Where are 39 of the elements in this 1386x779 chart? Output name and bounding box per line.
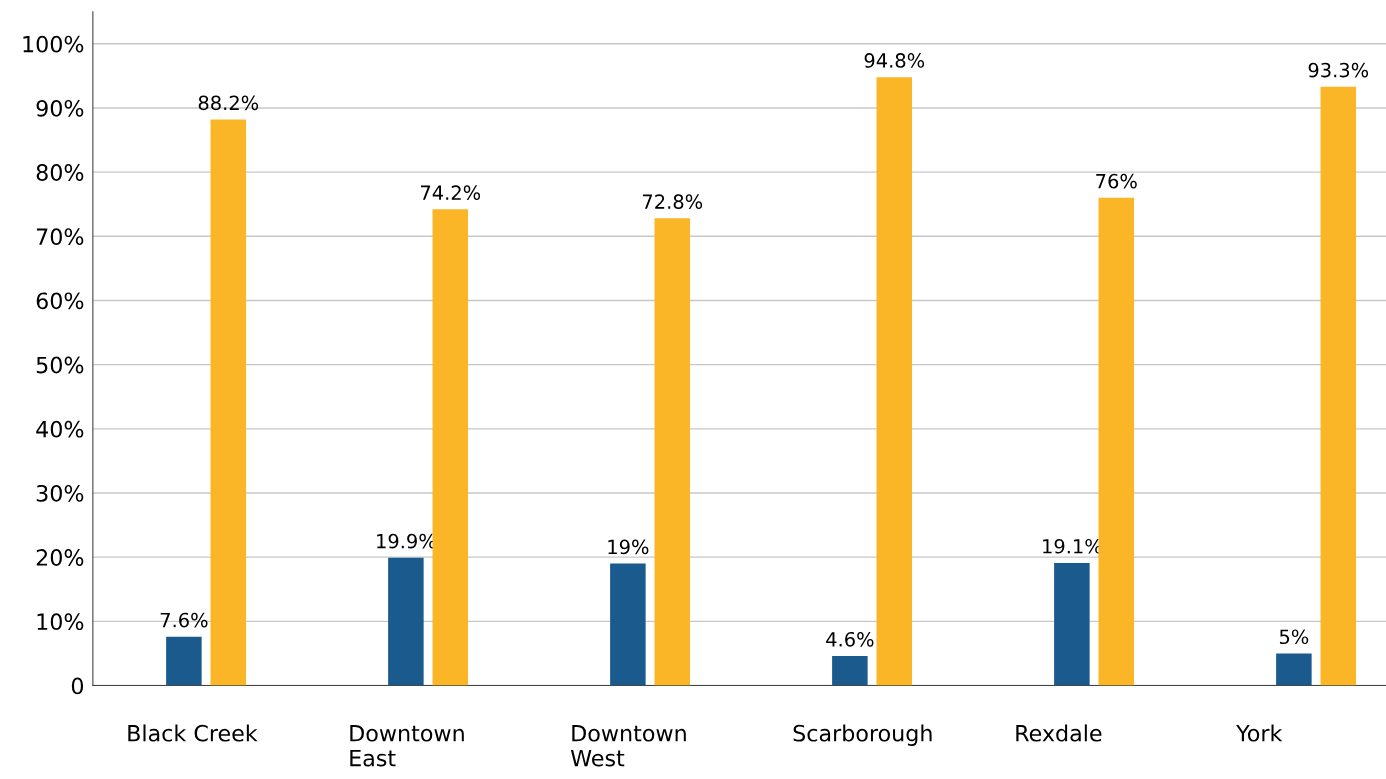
y-tick-label: 90% <box>36 99 84 117</box>
bar <box>210 119 247 686</box>
y-tick-label: 80% <box>36 164 84 181</box>
text: 88.2% <box>198 95 259 111</box>
y-tick-label: 40% <box>36 420 84 438</box>
bar <box>388 557 424 686</box>
bar <box>1054 562 1090 686</box>
bar <box>166 636 202 686</box>
x-tick-label: Downtown West <box>570 725 686 767</box>
text: 7.6% <box>160 612 208 628</box>
bar <box>1098 197 1135 686</box>
text: 4.6% <box>826 631 874 647</box>
x-tick-label: Rexdale <box>1016 724 1102 742</box>
text: 93.3% <box>1308 62 1369 78</box>
y-tick-label: 100% <box>23 35 84 53</box>
y-tick-label: 60% <box>36 292 84 310</box>
bar <box>610 563 646 686</box>
x-tick-label: Scarborough <box>793 724 932 746</box>
x-tick-label: York <box>1236 724 1283 742</box>
x-tick-label: Downtown East <box>350 725 464 767</box>
text: 19% <box>608 539 649 555</box>
text: 72.8% <box>642 194 703 209</box>
bar <box>654 218 691 686</box>
text: 94.8% <box>864 53 925 68</box>
y-tick-label: 10% <box>37 613 84 631</box>
bar <box>1276 653 1312 686</box>
y-tick-label: 20% <box>36 549 84 566</box>
bar <box>432 209 469 686</box>
y-tick-label: 30% <box>36 484 84 502</box>
bar <box>832 656 868 686</box>
y-tick-label: 70% <box>36 228 84 246</box>
text: 5% <box>1279 629 1309 645</box>
text: 74.2% <box>420 185 481 201</box>
x-tick-label: Black Creek <box>128 724 258 742</box>
bar <box>1320 86 1357 686</box>
y-tick-label: 0 <box>71 677 84 695</box>
y-tick-label: 50% <box>36 356 84 374</box>
text: 76% <box>1096 173 1137 189</box>
bar <box>876 77 913 686</box>
